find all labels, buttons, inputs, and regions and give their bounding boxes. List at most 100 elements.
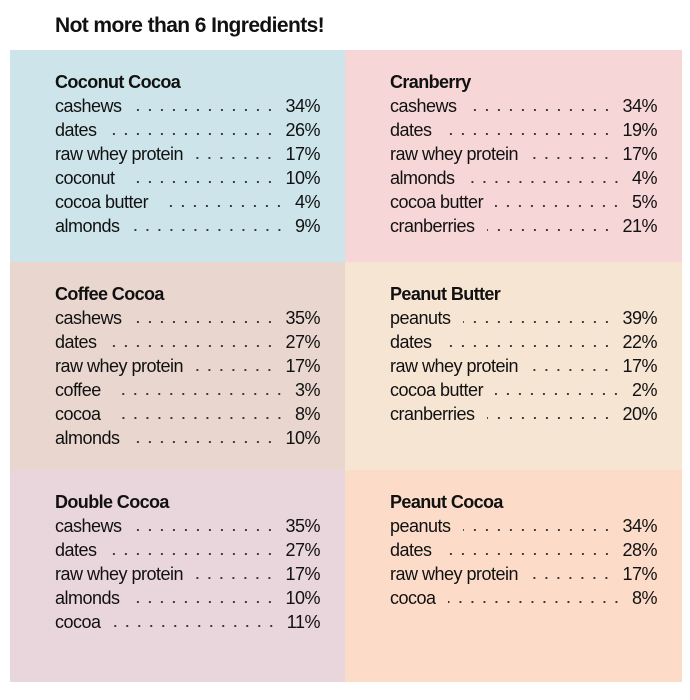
dot-leader — [133, 109, 276, 111]
ingredient-row: dates 19% — [390, 118, 657, 142]
dot-leader — [195, 157, 276, 159]
ingredient-percent: 34% — [622, 96, 657, 116]
ingredient-name: almonds — [55, 216, 120, 236]
recipe-name: Cranberry — [390, 72, 471, 92]
ingredient-percent: 17% — [285, 144, 320, 164]
dot-leader — [530, 577, 613, 579]
ingredient-percent: 17% — [622, 144, 657, 164]
ingredient-row: raw whey protein 17% — [390, 142, 657, 166]
ingredient-percent: 2% — [631, 380, 658, 400]
recipe-panel: Peanut Cocoa peanuts 34% dates 28% raw whey p… — [345, 470, 682, 682]
ingredient-percent: 35% — [285, 516, 320, 536]
ingredient-name: peanuts — [390, 308, 451, 328]
dot-leader — [530, 157, 613, 159]
dot-leader — [443, 133, 613, 135]
ingredient-percent: 17% — [622, 356, 657, 376]
ingredient-row: cocoa butter 4% — [55, 190, 321, 214]
ingredient-percent: 8% — [294, 404, 321, 424]
ingredient-row: cashews 35% — [55, 514, 320, 538]
ingredient-name: raw whey protein — [55, 564, 184, 584]
ingredient-percent: 20% — [622, 404, 657, 424]
dot-leader — [530, 369, 613, 371]
dot-leader — [495, 393, 622, 395]
ingredient-percent: 27% — [285, 540, 320, 560]
ingredient-name: cranberries — [390, 216, 475, 236]
dot-leader — [462, 321, 613, 323]
dot-leader — [486, 229, 613, 231]
dot-leader — [112, 625, 277, 627]
ingredient-percent: 8% — [631, 588, 658, 608]
ingredient-row: dates 28% — [390, 538, 657, 562]
dot-leader — [447, 601, 622, 603]
dot-leader — [131, 229, 285, 231]
ingredient-row: cranberries 21% — [390, 214, 657, 238]
dot-leader — [443, 553, 613, 555]
ingredient-row: raw whey protein 17% — [55, 142, 320, 166]
recipe-name: Coffee Cocoa — [55, 284, 164, 304]
ingredient-name: peanuts — [390, 516, 451, 536]
ingredient-name: raw whey protein — [55, 356, 184, 376]
ingredient-name: dates — [390, 540, 432, 560]
ingredient-name: coconut — [55, 168, 115, 188]
recipe-panel: Double Cocoa cashews 35% dates 27% raw whey p… — [10, 470, 345, 682]
dot-leader — [462, 529, 613, 531]
dot-leader — [112, 393, 285, 395]
recipe-name: Peanut Cocoa — [390, 492, 503, 512]
ingredient-percent: 4% — [294, 192, 321, 212]
ingredient-name: dates — [55, 120, 97, 140]
ingredient-row: peanuts 39% — [390, 306, 657, 330]
ingredient-row: cashews 34% — [390, 94, 657, 118]
recipe-panel: Coffee Cocoa cashews 35% dates 27% raw whey p… — [10, 262, 345, 470]
ingredient-row: dates 27% — [55, 330, 320, 354]
ingredient-name: cocoa butter — [390, 192, 484, 212]
ingredient-name: dates — [55, 540, 97, 560]
ingredient-name: dates — [390, 120, 432, 140]
ingredient-row: cashews 34% — [55, 94, 320, 118]
dot-leader — [133, 529, 276, 531]
ingredient-percent: 17% — [285, 564, 320, 584]
dot-leader — [443, 345, 613, 347]
ingredient-row: raw whey protein 17% — [390, 354, 657, 378]
ingredient-name: cashews — [55, 516, 122, 536]
ingredient-row: cocoa 8% — [390, 586, 658, 610]
ingredient-row: coffee 3% — [55, 378, 321, 402]
ingredient-name: cranberries — [390, 404, 475, 424]
dot-leader — [112, 417, 285, 419]
dot-leader — [133, 321, 276, 323]
ingredient-name: cashews — [390, 96, 457, 116]
ingredient-name: almonds — [55, 588, 120, 608]
ingredient-row: almonds 10% — [55, 426, 320, 450]
ingredient-row: dates 26% — [55, 118, 320, 142]
recipe-name: Peanut Butter — [390, 284, 501, 304]
ingredient-name: dates — [55, 332, 97, 352]
ingredient-row: cocoa butter 5% — [390, 190, 658, 214]
ingredient-name: cashews — [55, 308, 122, 328]
ingredient-name: cocoa — [55, 404, 101, 424]
ingredient-name: cocoa butter — [55, 192, 149, 212]
ingredient-row: coconut 10% — [55, 166, 320, 190]
page-title: Not more than 6 Ingredients! — [55, 14, 325, 37]
ingredient-percent: 21% — [622, 216, 657, 236]
ingredient-name: raw whey protein — [55, 144, 184, 164]
ingredient-name: almonds — [55, 428, 120, 448]
dot-leader — [108, 553, 276, 555]
ingredient-percent: 28% — [622, 540, 657, 560]
dot-leader — [495, 205, 622, 207]
recipe-panel: Cranberry cashews 34% dates 19% raw whey prot… — [345, 50, 682, 262]
ingredient-percent: 17% — [285, 356, 320, 376]
dot-leader — [126, 181, 276, 183]
ingredient-name: dates — [390, 332, 432, 352]
ingredient-row: cocoa 8% — [55, 402, 321, 426]
ingredient-row: almonds 9% — [55, 214, 321, 238]
ingredient-row: dates 22% — [390, 330, 657, 354]
ingredient-row: cocoa butter 2% — [390, 378, 658, 402]
ingredient-percent: 17% — [622, 564, 657, 584]
dot-leader — [108, 345, 276, 347]
ingredient-percent: 4% — [631, 168, 658, 188]
ingredient-row: dates 27% — [55, 538, 320, 562]
dot-leader — [466, 181, 622, 183]
ingredient-name: cashews — [55, 96, 122, 116]
dot-leader — [486, 417, 613, 419]
ingredient-name: almonds — [390, 168, 455, 188]
